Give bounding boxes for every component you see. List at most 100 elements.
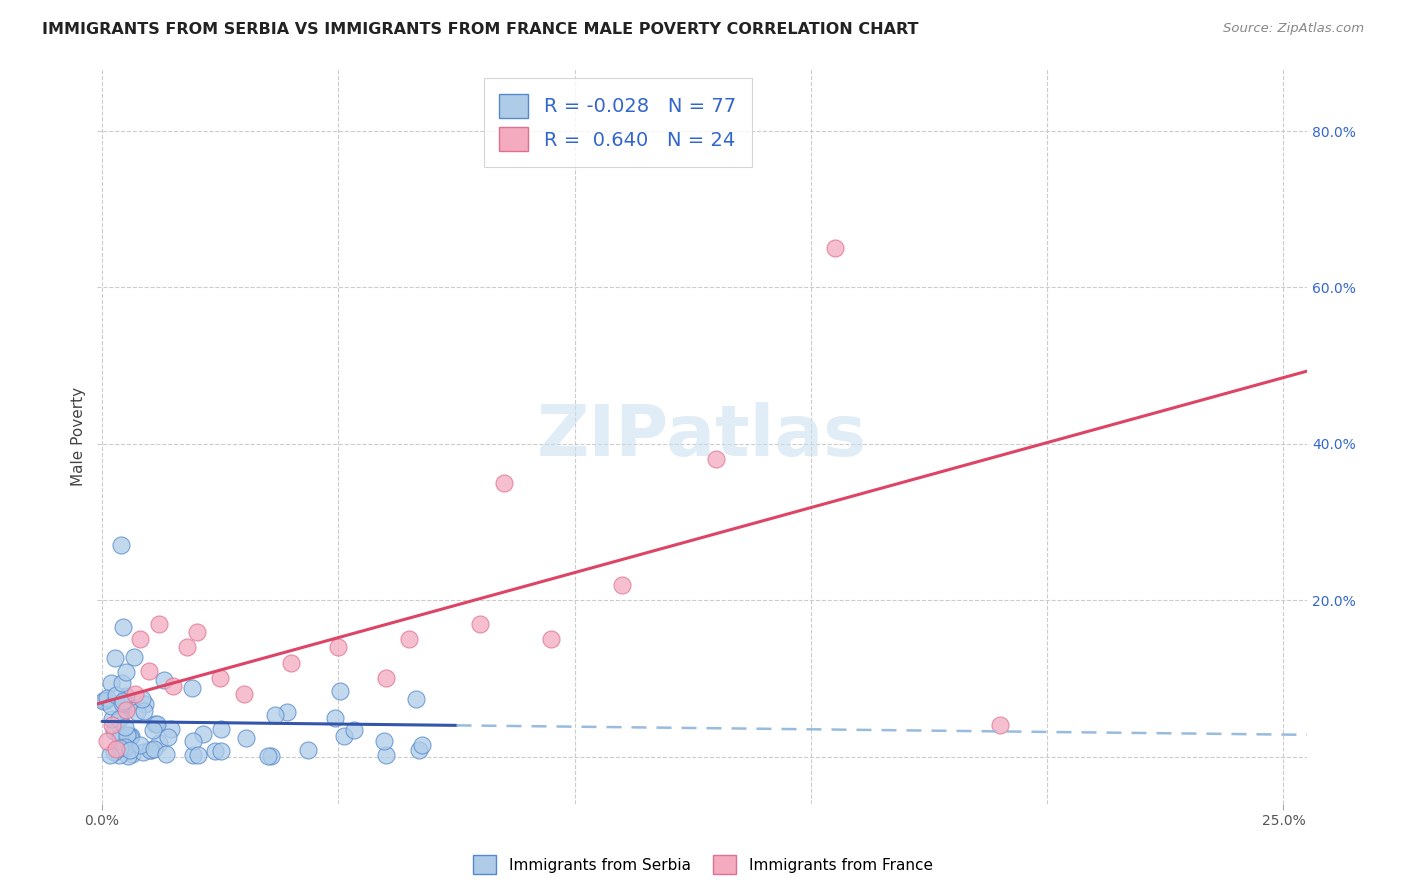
Text: IMMIGRANTS FROM SERBIA VS IMMIGRANTS FROM FRANCE MALE POVERTY CORRELATION CHART: IMMIGRANTS FROM SERBIA VS IMMIGRANTS FRO… [42,22,918,37]
Point [114,719,136,733]
Point [148,736,170,750]
Point [138,664,160,678]
Point [176,640,198,654]
Point [93,693,115,707]
Point [276,705,298,719]
Point [146,716,169,731]
Point [118,743,141,757]
Point [160,722,183,736]
Point [408,743,430,757]
Point [121,747,143,761]
Point [115,728,138,742]
Point [125,705,148,719]
Point [111,693,134,707]
Point [131,745,153,759]
Point [131,691,153,706]
Point [468,616,491,631]
Legend: R = -0.028   N = 77, R =  0.640   N = 24: R = -0.028 N = 77, R = 0.640 N = 24 [484,78,752,167]
Point [180,681,202,696]
Point [232,687,254,701]
Point [204,744,226,758]
Point [162,679,184,693]
Point [492,475,515,490]
Point [155,747,177,762]
Point [100,699,122,714]
Point [112,619,135,633]
Point [411,738,433,752]
Point [181,734,204,748]
Point [148,616,170,631]
Point [129,739,152,753]
Point [139,743,162,757]
Point [117,697,139,711]
Point [96,690,118,705]
Text: Source: ZipAtlas.com: Source: ZipAtlas.com [1223,22,1364,36]
Point [96,734,118,748]
Point [128,632,150,647]
Point [297,743,319,757]
Point [187,748,209,763]
Point [152,673,174,687]
Point [143,742,166,756]
Y-axis label: Male Poverty: Male Poverty [72,386,86,485]
Point [117,749,139,764]
Point [328,640,350,654]
Text: ZIPatlas: ZIPatlas [537,401,868,470]
Point [143,717,166,731]
Point [100,676,122,690]
Point [107,712,129,726]
Point [110,539,132,553]
Point [235,731,257,745]
Point [115,665,138,680]
Point [114,738,136,752]
Point [120,730,142,744]
Point [98,748,121,763]
Point [209,722,232,736]
Point [375,747,398,762]
Point [342,723,364,738]
Point [181,748,204,763]
Point [405,691,427,706]
Point [540,632,562,647]
Point [122,649,145,664]
Point [108,731,131,745]
Point [134,697,156,711]
Point [103,745,125,759]
Point [111,676,134,690]
Point [373,734,395,748]
Point [264,707,287,722]
Point [111,696,134,710]
Point [280,656,302,670]
Point [186,624,208,639]
Point [103,723,125,738]
Point [91,693,114,707]
Point [328,684,350,698]
Point [117,728,139,742]
Point [124,687,146,701]
Point [209,672,232,686]
Point [105,688,128,702]
Legend: Immigrants from Serbia, Immigrants from France: Immigrants from Serbia, Immigrants from … [467,849,939,880]
Point [94,693,117,707]
Point [132,704,155,718]
Point [104,651,127,665]
Point [114,740,136,755]
Point [325,711,347,725]
Point [100,718,122,732]
Point [193,727,215,741]
Point [120,729,142,743]
Point [824,241,846,255]
Point [260,749,283,764]
Point [142,723,165,737]
Point [209,744,232,758]
Point [108,747,131,762]
Point [115,689,138,703]
Point [610,577,633,591]
Point [108,710,131,724]
Point [101,712,124,726]
Point [988,718,1011,732]
Point [332,729,354,743]
Point [257,748,280,763]
Point [156,730,179,744]
Point [112,737,135,751]
